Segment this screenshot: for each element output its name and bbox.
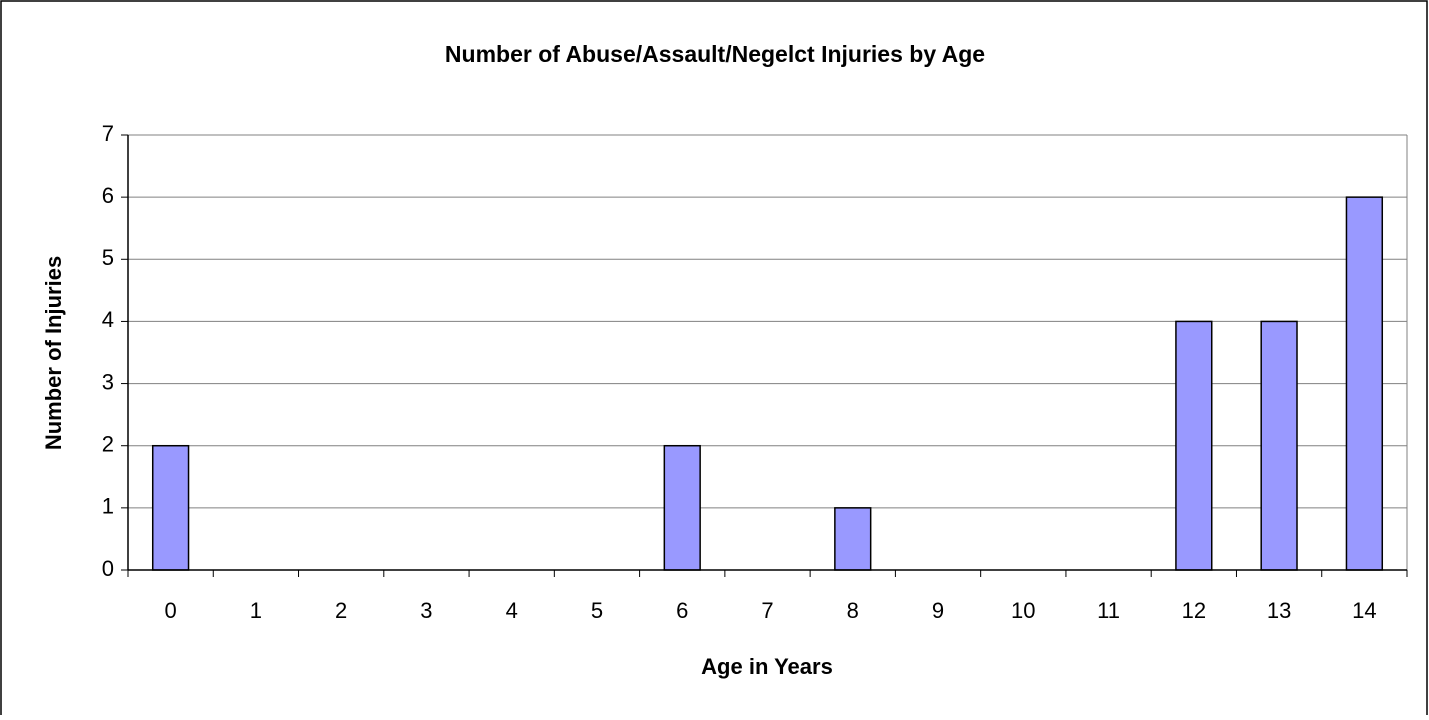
x-tick-label: 8 — [847, 598, 859, 623]
y-tick-label: 3 — [102, 369, 114, 394]
x-tick-label: 3 — [420, 598, 432, 623]
x-tick-label: 13 — [1267, 598, 1291, 623]
x-tick-label: 1 — [250, 598, 262, 623]
x-tick-label: 10 — [1011, 598, 1035, 623]
bar — [834, 507, 872, 571]
x-tick-label: 0 — [165, 598, 177, 623]
x-tick-label: 4 — [506, 598, 518, 623]
x-tick-label: 11 — [1097, 598, 1120, 623]
x-axis-label: Age in Years — [701, 654, 833, 679]
bar — [151, 444, 190, 571]
bar — [1260, 320, 1298, 571]
y-tick-label: 6 — [102, 183, 114, 208]
x-tick-label: 2 — [335, 598, 347, 623]
y-tick-label: 1 — [102, 494, 114, 519]
x-tick-label: 12 — [1182, 598, 1206, 623]
x-tick-label: 7 — [761, 598, 773, 623]
bar — [663, 444, 701, 571]
bar — [1175, 320, 1213, 571]
y-tick-label: 2 — [102, 432, 114, 457]
x-tick-label: 9 — [932, 598, 944, 623]
y-tick-label: 7 — [102, 121, 114, 146]
bar — [1345, 196, 1384, 571]
y-tick-label: 5 — [102, 245, 114, 270]
y-axis-label: Number of Injuries — [41, 256, 66, 450]
chart-title: Number of Abuse/Assault/Negelct Injuries… — [445, 41, 985, 67]
x-tick-label: 5 — [591, 598, 603, 623]
x-tick-label: 14 — [1352, 598, 1376, 623]
x-tick-label: 6 — [676, 598, 688, 623]
y-tick-label: 4 — [102, 307, 114, 332]
y-tick-label: 0 — [102, 556, 114, 581]
